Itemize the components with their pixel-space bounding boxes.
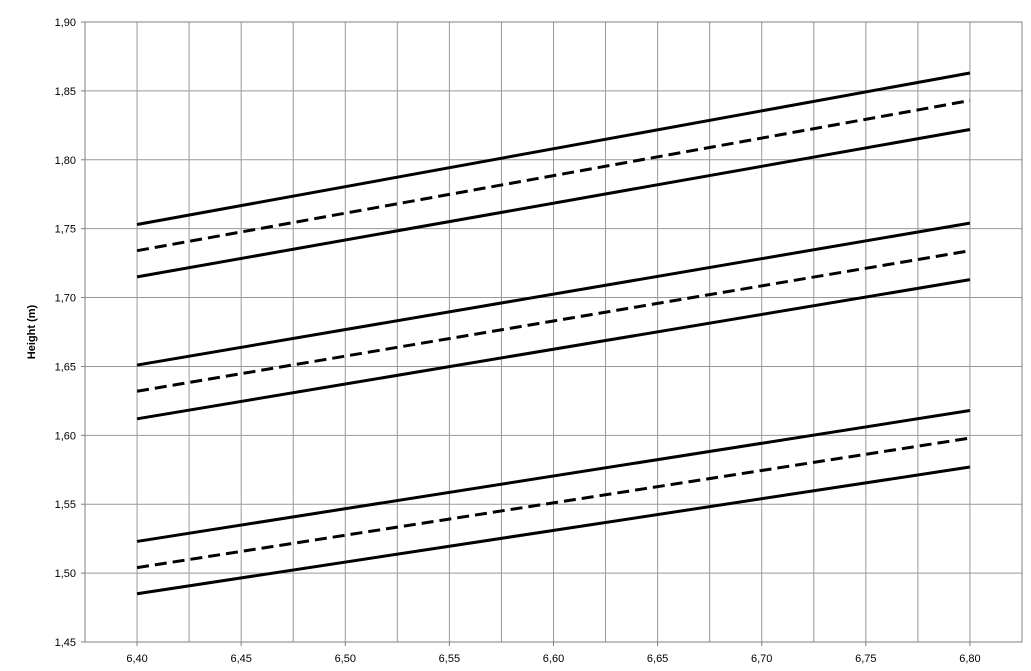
- y-tick-label: 1,55: [55, 499, 76, 511]
- gridlines: [84, 21, 1023, 643]
- series-line-6: [136, 278, 971, 421]
- y-tick-label: 1,45: [55, 637, 76, 649]
- tick-labels: 6,40 6,45 6,50 6,55 6,60 6,65 6,70 6,75 6,80 1,45…: [55, 17, 981, 665]
- x-tick-label: 6,40: [126, 653, 147, 665]
- series-line-1: [136, 71, 971, 227]
- series-line-8: [136, 436, 971, 570]
- x-tick-label: 6,60: [543, 653, 564, 665]
- x-tick-label: 6,75: [855, 653, 876, 665]
- series-lines: [136, 71, 971, 596]
- x-tick-label: 6,70: [751, 653, 772, 665]
- y-tick-label: 1,65: [55, 361, 76, 373]
- y-tick-label: 1,75: [55, 224, 76, 236]
- y-tick-label: 1,80: [55, 155, 76, 167]
- x-tick-label: 6,65: [647, 653, 668, 665]
- y-tick-label: 1,60: [55, 430, 76, 442]
- series-line-2: [136, 99, 971, 253]
- y-tick-label: 1,50: [55, 568, 76, 580]
- y-axis-title: Height (m): [26, 304, 38, 359]
- series-line-4: [136, 221, 971, 367]
- series-line-7: [136, 409, 971, 543]
- x-tick-label: 6,55: [439, 653, 460, 665]
- y-tick-label: 1,90: [55, 17, 76, 29]
- x-tick-label: 6,45: [230, 653, 251, 665]
- x-tick-label: 6,50: [335, 653, 356, 665]
- y-tick-label: 1,85: [55, 86, 76, 98]
- series-line-5: [136, 249, 971, 393]
- x-tick-label: 6,80: [959, 653, 980, 665]
- y-tick-label: 1,70: [55, 293, 76, 305]
- series-line-3: [136, 127, 971, 279]
- series-line-9: [136, 465, 971, 596]
